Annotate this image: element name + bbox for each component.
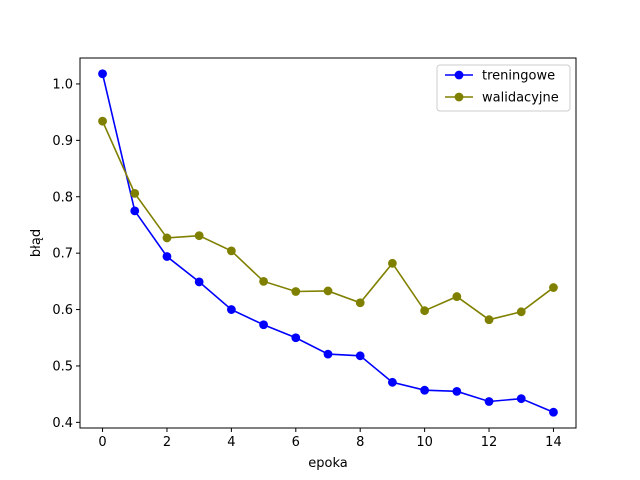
data-point [484,315,494,325]
x-tick-label: 12 [481,435,498,450]
data-point [484,397,494,406]
legend-label: walidacyjne [482,91,559,106]
data-point [420,385,430,395]
data-point [549,407,558,417]
legend-box [436,64,571,112]
x-tick-label: 6 [292,435,300,450]
data-point [130,188,140,198]
data-point [162,233,172,243]
data-point [549,283,558,292]
y-tick-label: 0.7 [52,247,73,262]
series-line-treningowe [101,73,554,413]
data-point [259,320,268,330]
data-point [420,306,430,316]
data-point [259,276,268,286]
y-tick-label: 0.6 [52,303,73,318]
data-point [323,286,333,296]
y-axis-label: błąd [29,229,44,257]
plot-frame [79,57,577,429]
data-point [516,394,526,404]
data-point [98,116,107,126]
legend: treningowe walidacyjne [436,64,571,112]
x-tick-label: 8 [356,435,364,450]
y-tick-label: 0.9 [52,134,73,149]
data-point [291,287,301,296]
x-tick-label: 4 [227,435,235,450]
data-point [226,305,236,314]
data-point [226,246,236,256]
x-tick-label: 14 [545,435,562,450]
data-point [516,307,526,317]
x-tick-label: 2 [163,435,171,450]
y-tick-label: 0.4 [52,416,73,431]
data-point [194,231,204,241]
data-point [452,386,462,396]
data-point [98,69,107,79]
x-tick-label: 0 [98,435,106,450]
x-axis: 0 2 4 6 8 10 12 14 [98,428,562,450]
data-point [130,206,140,216]
data-point [323,349,333,359]
legend-label: treningowe [482,69,555,84]
data-point [355,351,365,361]
y-tick-label: 1.0 [52,77,73,92]
data-point [452,292,462,301]
y-tick-label: 0.5 [52,359,73,374]
data-point [162,252,172,261]
x-tick-label: 10 [416,435,433,450]
data-point [194,277,204,287]
data-point [291,333,301,343]
data-point [355,298,365,308]
y-axis: 0.4 0.5 0.6 0.7 0.8 0.9 1.0 [52,77,80,431]
plot-area [98,69,558,417]
legend-marker [454,70,464,80]
data-point [388,377,397,387]
x-axis-label: epoka [308,456,347,471]
legend-marker [454,92,464,102]
data-point [388,258,397,268]
y-tick-label: 0.8 [52,190,73,205]
